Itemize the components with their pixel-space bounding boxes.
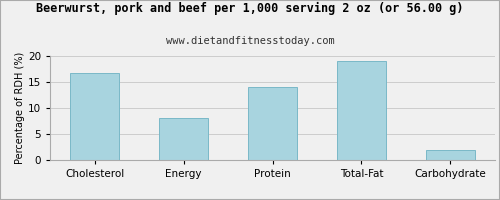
Bar xyxy=(159,118,208,160)
Y-axis label: Percentage of RDH (%): Percentage of RDH (%) xyxy=(15,52,25,164)
Text: Beerwurst, pork and beef per 1,000 serving 2 oz (or 56.00 g): Beerwurst, pork and beef per 1,000 servi… xyxy=(36,2,464,15)
Bar xyxy=(248,87,297,160)
Text: www.dietandfitnesstoday.com: www.dietandfitnesstoday.com xyxy=(166,36,334,46)
Bar xyxy=(337,61,386,160)
Bar xyxy=(426,150,475,160)
Bar xyxy=(70,73,119,160)
